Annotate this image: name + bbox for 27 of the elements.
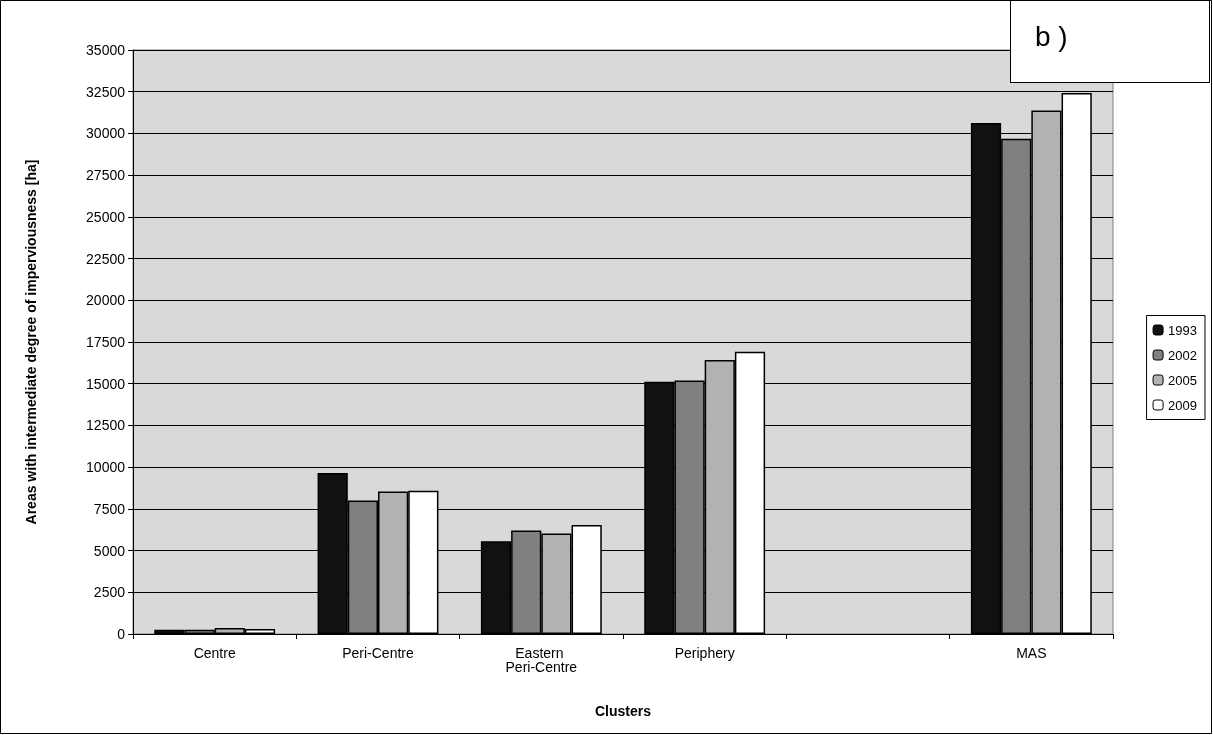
- y-tick-label: 17500: [86, 334, 126, 350]
- x-tick-label: Peri-Centre: [342, 645, 414, 661]
- y-tick-label: 0: [117, 626, 126, 642]
- legend-label: 2009: [1168, 397, 1197, 413]
- y-tick-label: 35000: [86, 42, 126, 58]
- y-tick-label: 22500: [86, 250, 126, 267]
- y-tick-label: 5000: [93, 542, 126, 559]
- x-tick-label: MAS: [1016, 645, 1047, 661]
- y-tick-label: 20000: [86, 292, 126, 309]
- y-tick-label: 15000: [86, 375, 126, 392]
- y-tick-label: 25000: [86, 208, 126, 225]
- legend-label: 1993: [1168, 322, 1197, 338]
- panel-label-box: b ): [1010, 0, 1210, 83]
- x-tick-label: Centre: [193, 645, 236, 661]
- x-tick-label: Eastern Peri-Centre: [505, 645, 578, 675]
- y-tick-label: 30000: [86, 125, 126, 142]
- legend-label: 2005: [1168, 372, 1197, 388]
- y-tick-label: 27500: [86, 167, 126, 184]
- y-axis-title: Areas with intermediate degree of imperviousness [ha]: [23, 159, 39, 525]
- x-axis-title: Clusters: [594, 703, 652, 719]
- y-tick-label: 2500: [93, 584, 126, 601]
- y-tick-label: 10000: [86, 459, 126, 476]
- legend-label: 2002: [1168, 347, 1197, 363]
- y-tick-label: 12500: [86, 417, 126, 434]
- y-tick-label: 7500: [93, 500, 126, 517]
- y-tick-label: 32500: [86, 83, 126, 100]
- x-tick-label: Periphery: [674, 645, 735, 661]
